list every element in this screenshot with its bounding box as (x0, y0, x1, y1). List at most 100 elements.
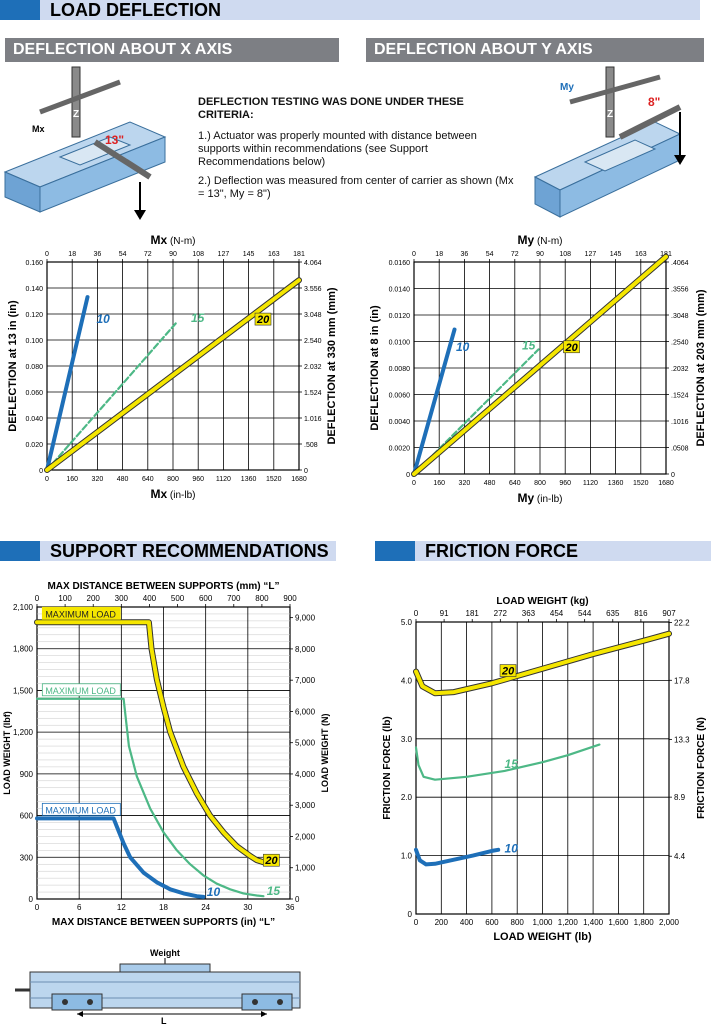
x-top-tick-label: 54 (119, 251, 127, 258)
x-tick-label: 0 (35, 903, 40, 912)
x-top-tick-label: 544 (578, 609, 592, 618)
arm-rod (569, 74, 661, 105)
x-top-tick-label: 635 (606, 609, 620, 618)
x-top-tick-label: 900 (283, 594, 297, 603)
y-tick-label: 5.0 (401, 618, 413, 627)
span-arrow-left (77, 1011, 83, 1017)
y-right-tick-label: 2,000 (295, 832, 316, 841)
y-right-tick-label: 4.4 (674, 852, 686, 861)
x-top-tick-label: 363 (522, 609, 536, 618)
carrier (58, 136, 132, 166)
chart-x-title: LOAD WEIGHT (lb) (493, 931, 592, 943)
x-tick-label: 36 (286, 903, 295, 912)
y-right-tick-label: .508 (304, 442, 318, 449)
series-line-10 (45, 295, 90, 472)
y-right-tick-label: .3048 (671, 313, 689, 320)
y-tick-label: 1,200 (13, 728, 34, 737)
banner-accent (0, 541, 40, 561)
y-right-tick-label: 0 (304, 468, 308, 475)
y-tick-label: 0 (39, 468, 43, 475)
x-top-tick-label: 816 (634, 609, 648, 618)
x-tick-label: 800 (167, 476, 179, 483)
x-top-tick-label: 90 (169, 251, 177, 258)
x-tick-label: 1360 (241, 476, 257, 483)
x-top-tick-label: 91 (440, 609, 449, 618)
max-load-tag-blue (41, 802, 121, 816)
x-top-tick-label: 72 (144, 251, 152, 258)
x-tick-label: 2,000 (659, 918, 680, 927)
page-title-banner: LOAD DEFLECTION (0, 0, 700, 20)
y-right-tick-label: .0508 (671, 446, 689, 453)
y-right-tick-label: .2540 (671, 340, 689, 347)
chart-y-title: FRICTION FORCE (lb) (382, 716, 393, 819)
x-tick-label: 1680 (658, 480, 674, 487)
x-top-tick-label: 127 (585, 251, 597, 258)
series-label-badge-20 (499, 664, 517, 677)
extension-rod (93, 139, 152, 180)
weight-block (119, 963, 211, 973)
y-tick-label: 0.120 (25, 312, 43, 319)
series-line-15 (35, 697, 265, 898)
x-tick-label: 640 (142, 476, 154, 483)
page-title: LOAD DEFLECTION (50, 0, 221, 20)
load-arrow-head (674, 155, 686, 165)
x-top-tick-label: 108 (559, 251, 571, 258)
x-top-tick-label: 72 (511, 251, 519, 258)
y-tick-label: 0.0060 (389, 393, 411, 400)
x-top-tick-label: 454 (550, 609, 564, 618)
y-right-tick-label: .2032 (671, 366, 689, 373)
x-top-tick-label: 0 (412, 251, 416, 258)
y-tick-label: 0.080 (25, 364, 43, 371)
distance-label: 13" (105, 133, 124, 147)
x-tick-label: 0 (414, 918, 419, 927)
actuator-side (39, 136, 166, 213)
max-load-tag-green (41, 683, 121, 697)
y-right-tick-label: 3.556 (304, 286, 322, 293)
series-label-20: 20 (264, 855, 278, 867)
x-top-tick-label: 54 (486, 251, 494, 258)
series-line-20 (414, 631, 671, 696)
chart-y-title: DEFLECTION at 8 in (in) (369, 305, 381, 431)
x-tick-label: 0 (412, 480, 416, 487)
y-right-tick-label: 4.064 (304, 260, 322, 267)
left-support (51, 993, 103, 1011)
y-tick-label: 0.040 (25, 416, 43, 423)
y-right-tick-label: 17.8 (674, 676, 690, 685)
x-tick-label: 12 (117, 903, 126, 912)
x-tick-label: 960 (192, 476, 204, 483)
span-label: L (161, 1016, 167, 1024)
series-line-15 (414, 743, 601, 781)
y-tick-label: 1,500 (13, 686, 34, 695)
x-tick-label: 320 (459, 480, 471, 487)
series-line-10 (414, 847, 501, 867)
friction-banner: FRICTION FORCE (375, 541, 711, 561)
series-line-20 (35, 620, 266, 865)
y-tick-label: 0 (29, 895, 34, 904)
x-top-tick-label: 127 (218, 251, 230, 258)
x-top-tick-label: 200 (87, 594, 101, 603)
x-tick-label: 18 (159, 903, 168, 912)
z-label: Z (73, 109, 79, 120)
y-right-tick-label: .4064 (671, 260, 689, 267)
banner-accent (0, 0, 40, 20)
y-tick-label: 0.0160 (389, 260, 411, 267)
bolt (252, 999, 258, 1005)
y-tick-label: 0.0020 (389, 446, 411, 453)
bolt (62, 999, 68, 1005)
arm-rod (39, 79, 121, 115)
series-label-badge-20 (563, 340, 580, 354)
y-tick-label: 0.0120 (389, 313, 411, 320)
x-tick-label: 1,600 (608, 918, 629, 927)
x-tick-label: 0 (45, 476, 49, 483)
extension-rod (618, 104, 682, 140)
x-tick-label: 480 (117, 476, 129, 483)
actuator-y-illustration: Z My 8" (533, 66, 686, 218)
chart-top-title: LOAD WEIGHT (kg) (496, 596, 588, 607)
weight-label: Weight (150, 948, 180, 958)
x-tick-label: 1680 (291, 476, 307, 483)
y-tick-label: 0.140 (25, 286, 43, 293)
x-top-tick-label: 400 (143, 594, 157, 603)
x-top-tick-label: 108 (192, 251, 204, 258)
